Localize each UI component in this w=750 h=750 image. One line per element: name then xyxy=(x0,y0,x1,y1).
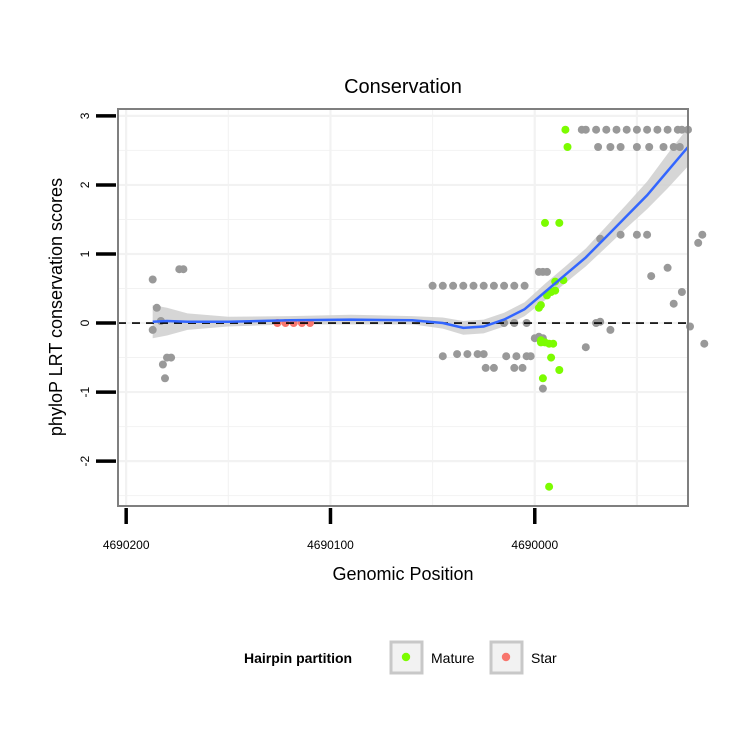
data-point-other xyxy=(581,125,590,134)
data-point-mature xyxy=(538,374,547,383)
data-point-mature xyxy=(555,218,564,227)
data-point-other xyxy=(148,275,157,284)
data-point-mature xyxy=(534,303,543,312)
legend: Hairpin partition Mature Star xyxy=(244,640,557,675)
data-point-other xyxy=(543,267,551,276)
data-point-mature xyxy=(541,218,549,227)
data-point-other xyxy=(510,363,519,372)
data-point-other xyxy=(463,350,472,359)
data-point-other xyxy=(663,125,672,134)
y-tick-label: 2 xyxy=(78,181,92,188)
data-point-other xyxy=(616,143,625,151)
data-point-other xyxy=(669,299,678,308)
x-axis: 4690200 4690100 4690000 xyxy=(103,508,558,552)
legend-title: Hairpin partition xyxy=(244,650,352,666)
x-axis-label: Genomic Position xyxy=(332,564,473,584)
data-point-other xyxy=(481,363,490,372)
y-tick-label: 0 xyxy=(78,319,92,326)
data-point-other xyxy=(469,281,478,290)
x-tick-label: 4690100 xyxy=(307,538,354,552)
data-point-other xyxy=(510,281,519,290)
data-point-other xyxy=(438,352,447,361)
data-point-other xyxy=(647,272,656,281)
data-point-other xyxy=(479,281,488,290)
data-point-mature xyxy=(545,482,554,491)
data-point-other xyxy=(489,363,498,372)
data-point-other xyxy=(700,339,709,348)
data-point-other xyxy=(161,374,169,383)
data-point-other xyxy=(622,125,631,134)
data-point-other xyxy=(616,230,625,239)
data-point-other xyxy=(612,125,621,134)
smooth-fit-line xyxy=(152,146,689,330)
data-point-other xyxy=(659,143,668,151)
data-point-other xyxy=(479,350,488,359)
data-point-other xyxy=(653,125,662,134)
y-tick-label: 1 xyxy=(78,250,92,257)
data-point-other xyxy=(459,281,468,290)
data-point-mature xyxy=(561,125,570,134)
legend-dot-star xyxy=(501,652,511,662)
data-point-other xyxy=(152,303,161,312)
x-tick-label: 4690000 xyxy=(511,538,558,552)
x-tick-label: 4690200 xyxy=(103,538,150,552)
data-point-other xyxy=(594,143,603,151)
data-point-other xyxy=(606,325,615,334)
data-point-other xyxy=(581,343,590,352)
data-point-other xyxy=(428,281,437,290)
data-point-other xyxy=(643,125,652,134)
legend-label-mature: Mature xyxy=(431,650,475,666)
plot-border xyxy=(117,108,689,507)
data-point-other xyxy=(473,350,482,359)
data-point-other xyxy=(520,281,529,290)
data-point-other xyxy=(606,143,615,151)
data-point-other xyxy=(500,281,509,290)
data-point-other xyxy=(167,353,176,362)
data-point-other xyxy=(449,281,458,290)
data-point-other xyxy=(489,281,498,290)
y-tick-label: -1 xyxy=(78,386,92,397)
data-point-mature xyxy=(547,353,556,362)
data-point-other xyxy=(526,352,535,361)
data-point-other xyxy=(669,143,678,151)
data-point-mature xyxy=(551,286,560,295)
y-tick-label: -2 xyxy=(78,455,92,466)
data-point-other xyxy=(512,352,521,361)
data-point-other xyxy=(694,238,703,247)
y-axis-label: phyloP LRT conservation scores xyxy=(46,178,66,436)
y-tick-label: 3 xyxy=(78,112,92,119)
plot-area xyxy=(117,108,709,507)
chart-title: Conservation xyxy=(344,76,462,98)
data-point-other xyxy=(675,143,684,151)
data-point-other xyxy=(438,281,447,290)
data-point-other xyxy=(538,384,547,393)
data-point-other xyxy=(677,288,686,296)
data-point-mature xyxy=(563,143,572,151)
data-point-other xyxy=(677,125,686,134)
data-point-other xyxy=(698,230,707,239)
data-point-other xyxy=(632,143,641,151)
data-point-other xyxy=(453,350,462,359)
data-point-other xyxy=(632,125,641,134)
data-point-mature xyxy=(536,338,545,347)
y-axis: -2 -1 0 1 2 3 xyxy=(78,112,116,466)
legend-dot-mature xyxy=(401,652,411,662)
plot-background xyxy=(118,109,688,506)
data-point-other xyxy=(643,230,652,239)
data-point-other xyxy=(645,143,654,151)
data-point-mature xyxy=(555,366,564,374)
data-point-other xyxy=(602,125,611,134)
data-point-other xyxy=(179,265,188,274)
data-point-other xyxy=(502,352,511,361)
legend-label-star: Star xyxy=(531,650,557,666)
data-point-other xyxy=(158,360,167,369)
data-point-other xyxy=(632,230,641,239)
data-point-other xyxy=(148,325,157,334)
data-point-mature xyxy=(549,339,558,348)
data-point-other xyxy=(663,263,672,272)
data-point-other xyxy=(592,125,601,134)
data-point-other xyxy=(518,363,527,372)
